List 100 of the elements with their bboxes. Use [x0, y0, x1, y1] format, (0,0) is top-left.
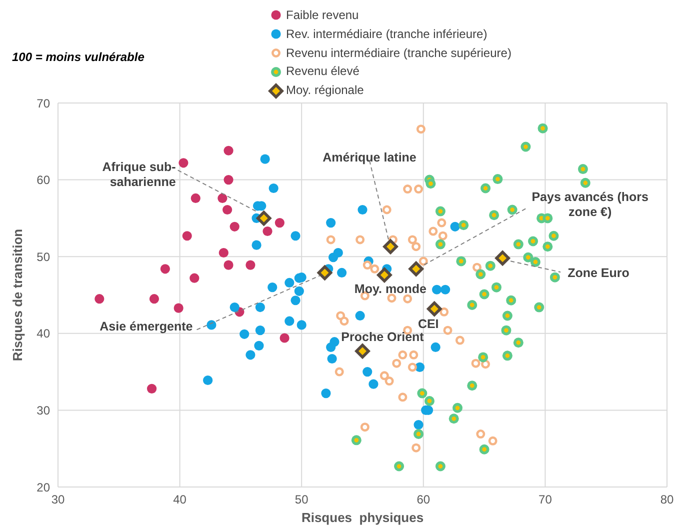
- point: [502, 350, 512, 361]
- point: [448, 414, 459, 424]
- point: [435, 461, 446, 472]
- point: [435, 206, 446, 216]
- x-axis-title: Risques physiques: [301, 510, 424, 525]
- point: [333, 248, 343, 258]
- point: [513, 338, 524, 348]
- point: [452, 402, 463, 413]
- point: [255, 326, 265, 336]
- point: [240, 329, 250, 339]
- point: [290, 231, 300, 241]
- point: [336, 268, 347, 278]
- legend-label: Revenu intermédiaire (tranche supérieure): [286, 44, 512, 62]
- y-tick-label: 30: [36, 403, 50, 418]
- point: [358, 204, 368, 215]
- point: [530, 256, 540, 267]
- point: [538, 123, 548, 134]
- point: [230, 302, 240, 312]
- annotation: Amérique latine: [322, 150, 416, 165]
- point: [578, 164, 588, 174]
- point: [178, 158, 188, 168]
- point: [146, 384, 157, 394]
- point: [548, 230, 559, 241]
- point: [491, 282, 502, 292]
- point: [430, 342, 440, 352]
- point: [376, 267, 392, 284]
- point: [362, 367, 372, 377]
- point: [290, 296, 300, 306]
- point: [182, 231, 192, 241]
- point: [456, 256, 466, 266]
- point: [224, 175, 234, 185]
- point: [294, 286, 304, 296]
- point: [94, 294, 104, 304]
- point: [206, 320, 216, 330]
- point: [368, 379, 378, 389]
- point: [502, 310, 512, 321]
- point: [224, 146, 234, 156]
- annotation: Moy. monde: [354, 282, 426, 296]
- point: [426, 178, 436, 189]
- point: [523, 252, 534, 262]
- point: [467, 380, 478, 391]
- legend-label: Revenu élevé: [286, 63, 360, 80]
- point: [432, 284, 442, 294]
- point: [542, 242, 553, 252]
- x-tick-label: 30: [51, 492, 65, 507]
- point: [506, 295, 516, 306]
- point: [218, 248, 228, 258]
- y-axis-title: Risques de transition: [10, 228, 25, 362]
- annotation: Asie émergente: [100, 320, 193, 334]
- point: [230, 222, 240, 232]
- point: [408, 260, 424, 277]
- point: [316, 264, 333, 281]
- point: [542, 213, 553, 224]
- point: [351, 435, 362, 446]
- point: [458, 220, 469, 230]
- point: [479, 444, 490, 454]
- point: [160, 264, 170, 274]
- point: [246, 350, 256, 360]
- point: [252, 240, 262, 250]
- y-tick-label: 60: [36, 173, 50, 188]
- point: [520, 142, 531, 152]
- x-tick-label: 50: [294, 492, 309, 507]
- legend-label: Rev. intermédiaire (tranche inférieure): [286, 26, 488, 43]
- legend-label: Moy. régionale: [286, 82, 364, 100]
- point: [246, 260, 256, 270]
- point: [326, 342, 336, 352]
- point: [550, 272, 560, 282]
- point: [414, 420, 424, 430]
- point: [355, 310, 365, 321]
- point: [507, 204, 518, 215]
- point: [501, 325, 512, 336]
- point: [149, 294, 160, 304]
- point: [190, 193, 200, 204]
- point: [174, 303, 184, 313]
- legend-label: Faible revenu: [286, 7, 359, 24]
- point: [476, 269, 486, 280]
- point: [354, 343, 370, 360]
- point: [218, 193, 228, 204]
- point: [222, 204, 232, 215]
- point: [394, 461, 404, 472]
- point: [274, 218, 284, 228]
- point: [494, 250, 511, 266]
- point: [256, 210, 272, 226]
- point: [224, 260, 234, 270]
- point: [284, 316, 294, 326]
- point: [450, 222, 460, 232]
- point: [426, 300, 442, 317]
- y-tick-label: 50: [36, 250, 50, 264]
- point: [382, 238, 399, 255]
- point: [479, 289, 490, 300]
- point: [296, 320, 306, 330]
- x-tick-label: 60: [416, 492, 430, 507]
- point: [480, 183, 491, 194]
- point: [327, 354, 337, 364]
- point: [268, 282, 278, 292]
- point: [513, 239, 524, 250]
- x-tick-label: 40: [173, 492, 187, 507]
- point: [417, 388, 428, 398]
- annotation: CEI: [418, 316, 439, 331]
- y-tick-label: 20: [36, 480, 50, 494]
